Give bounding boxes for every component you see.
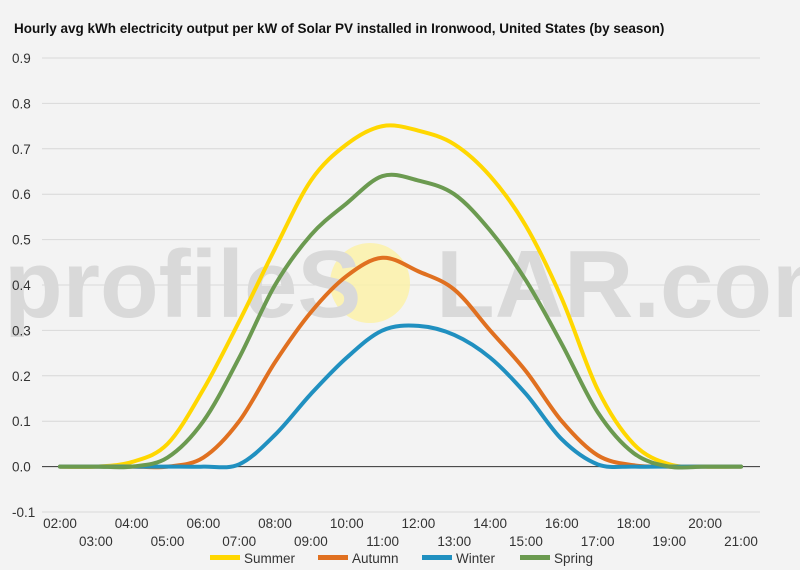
legend-label-summer: Summer (244, 551, 296, 566)
x-tick-label: 02:00 (43, 516, 77, 531)
x-tick-label: 20:00 (688, 516, 722, 531)
x-tick-label: 04:00 (115, 516, 149, 531)
x-tick-label: 17:00 (581, 534, 615, 549)
x-tick-label: 18:00 (617, 516, 651, 531)
y-tick-label: 0.2 (12, 369, 31, 384)
y-tick-label: 0.9 (12, 51, 31, 66)
watermark-prefix: profileS (4, 231, 361, 338)
series-line-winter (58, 323, 743, 470)
x-tick-label: 06:00 (186, 516, 220, 531)
legend-label-spring: Spring (554, 551, 593, 566)
x-tick-label: 07:00 (222, 534, 256, 549)
watermark-o: O (361, 231, 436, 338)
legend: Summer Autumn Winter Spring (210, 551, 593, 566)
watermark-suffix: LAR.com (436, 231, 800, 338)
x-axis: 02:0003:0004:0005:0006:0007:0008:0009:00… (43, 516, 758, 549)
y-tick-label: 0.5 (12, 233, 31, 248)
watermark-sun-icon (330, 243, 410, 323)
chart-title: Hourly avg kWh electricity output per kW… (14, 21, 664, 36)
y-tick-label: 0.0 (12, 460, 31, 475)
x-tick-label: 21:00 (724, 534, 758, 549)
legend-swatch-summer (210, 555, 240, 560)
y-tick-label: 0.8 (12, 96, 31, 111)
legend-swatch-autumn (318, 555, 348, 560)
series-line-spring (58, 172, 743, 470)
x-tick-label: 16:00 (545, 516, 579, 531)
y-tick-label: -0.1 (12, 505, 35, 520)
legend-swatch-winter (422, 555, 452, 560)
y-axis: -0.1 0.0 0.1 0.2 0.3 0.4 0.5 0.6 0.7 0.8 0.9 (12, 51, 35, 520)
x-tick-label: 13:00 (437, 534, 471, 549)
legend-label-winter: Winter (456, 551, 496, 566)
x-tick-label: 12:00 (402, 516, 436, 531)
x-tick-label: 05:00 (151, 534, 185, 549)
x-tick-label: 19:00 (652, 534, 686, 549)
y-tick-label: 0.6 (12, 187, 31, 202)
series-lines (58, 123, 743, 470)
x-tick-label: 11:00 (366, 534, 399, 549)
y-tick-label: 0.4 (12, 278, 31, 293)
watermark: profileSOLAR.com (4, 231, 800, 338)
x-tick-label: 14:00 (473, 516, 507, 531)
x-tick-label: 03:00 (79, 534, 113, 549)
x-tick-label: 09:00 (294, 534, 328, 549)
legend-swatch-spring (520, 555, 550, 560)
svg-text:profileSOLAR.com: profileSOLAR.com (4, 231, 800, 338)
y-tick-label: 0.7 (12, 142, 31, 157)
x-tick-label: 10:00 (330, 516, 364, 531)
legend-label-autumn: Autumn (352, 551, 399, 566)
series-line-summer (58, 123, 743, 469)
x-tick-label: 15:00 (509, 534, 543, 549)
x-tick-label: 08:00 (258, 516, 292, 531)
y-tick-label: 0.1 (12, 414, 31, 429)
y-tick-label: 0.3 (12, 323, 31, 338)
